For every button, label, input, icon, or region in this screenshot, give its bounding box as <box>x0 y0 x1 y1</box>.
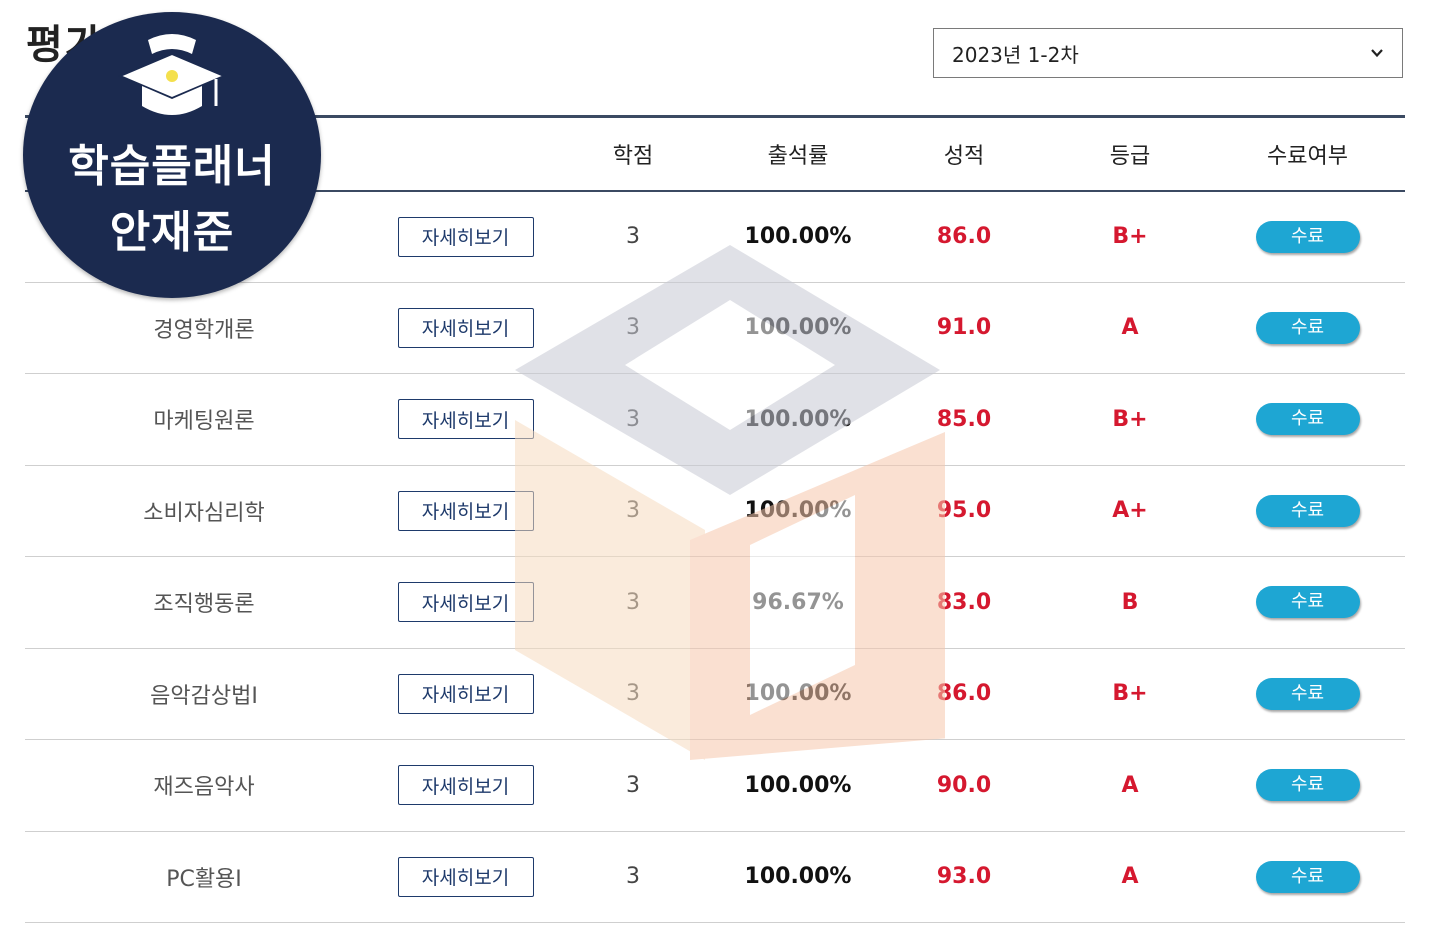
course-name: 마케팅원론 <box>153 409 255 435</box>
grade-cell: A+ <box>1112 498 1148 524</box>
completion-badge: 수료 <box>1255 769 1360 802</box>
table-row: PC활용I 자세히보기 3 100.00% 93.0 A 수료 <box>25 831 1405 923</box>
table-row: 음악감상법I 자세히보기 3 100.00% 86.0 B+ 수료 <box>25 648 1405 740</box>
completion-badge: 수료 <box>1255 403 1360 436</box>
detail-button[interactable]: 자세히보기 <box>397 582 534 623</box>
attendance-cell: 100.00% <box>744 315 852 341</box>
grade-cell: B <box>1121 589 1139 615</box>
score-cell: 86.0 <box>936 681 992 707</box>
credit-cell: 3 <box>626 406 640 432</box>
chevron-down-icon <box>1371 49 1383 58</box>
grade-cell: B+ <box>1112 406 1148 432</box>
grade-cell: A <box>1121 772 1139 798</box>
attendance-cell: 100.00% <box>744 772 852 798</box>
score-cell: 85.0 <box>936 406 992 432</box>
header-completion: 수료여부 <box>1210 115 1405 192</box>
credit-cell: 3 <box>626 224 640 249</box>
header-grade: 등급 <box>1050 115 1210 192</box>
course-name: 음악감상법I <box>150 683 258 709</box>
attendance-cell: 100.00% <box>744 498 852 524</box>
detail-button[interactable]: 자세히보기 <box>397 856 534 897</box>
detail-button[interactable]: 자세히보기 <box>397 490 534 531</box>
detail-button[interactable]: 자세히보기 <box>397 307 534 348</box>
completion-badge: 수료 <box>1255 677 1360 710</box>
term-select-value: 2023년 1-2차 <box>952 42 1079 67</box>
badge-title: 학습플래너 <box>68 141 276 192</box>
detail-button[interactable]: 자세히보기 <box>397 216 534 257</box>
credit-cell: 3 <box>626 772 640 798</box>
detail-button[interactable]: 자세히보기 <box>397 399 534 440</box>
detail-button[interactable]: 자세히보기 <box>397 765 534 806</box>
table-row: 조직행동론 자세히보기 3 96.67% 83.0 B 수료 <box>25 557 1405 648</box>
score-cell: 95.0 <box>936 498 992 524</box>
course-name: 재즈음악사 <box>153 775 255 801</box>
course-name: 조직행동론 <box>153 592 255 618</box>
table-row: 재즈음악사 자세히보기 3 100.00% 90.0 A 수료 <box>25 740 1405 831</box>
detail-button[interactable]: 자세히보기 <box>397 673 534 714</box>
completion-badge: 수료 <box>1255 860 1360 893</box>
attendance-cell: 100.00% <box>744 224 852 249</box>
attendance-cell: 96.67% <box>752 589 844 615</box>
header-attendance: 출석률 <box>718 115 878 192</box>
grade-cell: A <box>1121 864 1139 890</box>
credit-cell: 3 <box>626 681 640 707</box>
completion-badge: 수료 <box>1255 586 1360 619</box>
grade-cell: A <box>1121 315 1139 341</box>
attendance-cell: 100.00% <box>744 406 852 432</box>
course-name: 경영학개론 <box>153 317 255 343</box>
completion-badge: 수료 <box>1255 311 1360 344</box>
score-cell: 83.0 <box>936 589 992 615</box>
table-row: 마케팅원론 자세히보기 3 100.00% 85.0 B+ 수료 <box>25 374 1405 465</box>
attendance-cell: 100.00% <box>744 681 852 707</box>
graduation-cap-icon <box>117 34 227 115</box>
credit-cell: 3 <box>626 498 640 524</box>
term-select[interactable]: 2023년 1-2차 <box>933 28 1403 78</box>
completion-badge: 수료 <box>1255 494 1360 527</box>
header-credit: 학점 <box>548 115 718 192</box>
attendance-cell: 100.00% <box>744 864 852 890</box>
credit-cell: 3 <box>626 864 640 890</box>
score-cell: 91.0 <box>936 315 992 341</box>
score-cell: 90.0 <box>936 772 992 798</box>
course-name: 소비자심리학 <box>143 500 265 526</box>
score-cell: 86.0 <box>936 224 992 249</box>
header-score: 성적 <box>878 115 1050 192</box>
credit-cell: 3 <box>626 589 640 615</box>
table-row: 경영학개론 자세히보기 3 100.00% 91.0 A 수료 <box>25 282 1405 374</box>
score-cell: 93.0 <box>936 864 992 890</box>
grade-cell: B+ <box>1112 681 1148 707</box>
header-detail <box>383 115 548 192</box>
completion-badge: 수료 <box>1255 220 1360 253</box>
grade-cell: B+ <box>1112 224 1148 249</box>
credit-cell: 3 <box>626 315 640 341</box>
badge-name: 안재준 <box>109 207 235 258</box>
course-name: PC활용I <box>166 866 242 892</box>
table-row: 소비자심리학 자세히보기 3 100.00% 95.0 A+ 수료 <box>25 465 1405 557</box>
planner-badge: 학습플래너 안재준 <box>23 12 321 298</box>
